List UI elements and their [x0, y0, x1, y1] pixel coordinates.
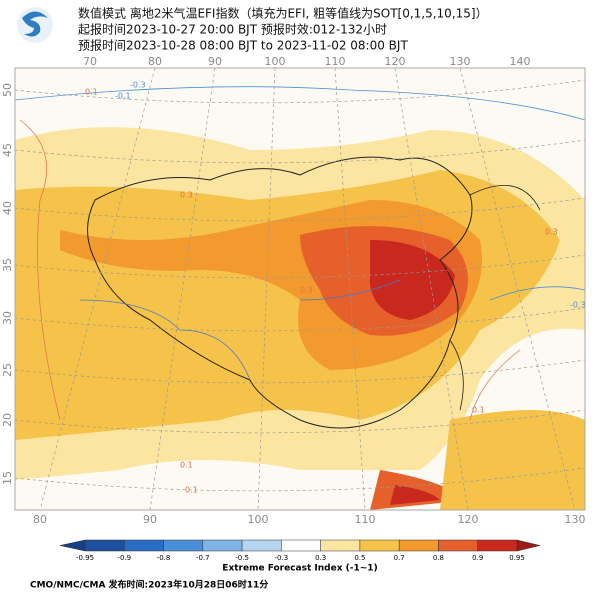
meridian: [257, 68, 276, 510]
lat-label: 30: [1, 311, 14, 325]
colorbar-label: -0.8: [157, 554, 171, 562]
lon-label: 90: [208, 55, 222, 68]
lon-label: 70: [83, 55, 97, 68]
header-line: 数值模式 离地2米气温EFI指数（填充为EFI, 粗等值线为SOT[0,1,5,…: [78, 6, 488, 21]
lon-label: 130: [565, 513, 586, 526]
lat-label: 25: [1, 363, 14, 377]
contour-label: -0.1: [115, 92, 131, 101]
colorbar-bin: [281, 539, 321, 552]
lat-label: 50: [1, 83, 14, 97]
meridian: [394, 68, 469, 510]
colorbar-label: -0.9: [117, 554, 131, 562]
colorbar-label: -0.5: [235, 554, 249, 562]
contour-label: 0.1: [472, 406, 485, 415]
meridian: [334, 68, 366, 510]
lat-label: 40: [1, 201, 14, 215]
contour-label: -0.3: [130, 81, 146, 90]
lon-label: 80: [148, 55, 162, 68]
colorbar-bin: [320, 539, 361, 552]
parallel: [15, 197, 585, 222]
lon-label: 110: [355, 513, 376, 526]
colorbar-bin: [163, 539, 204, 552]
colorbar-bin: [398, 539, 439, 552]
parallel: [15, 409, 585, 434]
parallel: [15, 467, 585, 492]
colorbar-label: 0.7: [394, 554, 405, 562]
colorbar-label: 0.95: [509, 554, 525, 562]
footer: CMO/NMC/CMA 发布时间:2023年10月28日06时11分: [30, 579, 268, 591]
colorbar-arrow: [59, 539, 86, 552]
colorbar-label: -0.95: [76, 554, 94, 562]
colorbar-bin: [124, 539, 164, 552]
lon-label: 110: [325, 55, 346, 68]
header-line: 预报时间2023-10-28 08:00 BJT to 2023-11-02 0…: [78, 38, 408, 53]
contour-label: 0.1: [185, 486, 198, 495]
colorbar-label: 0.3: [315, 554, 326, 562]
parallel: [15, 359, 585, 384]
meridian: [149, 68, 216, 510]
lat-label: 35: [1, 258, 14, 272]
meridian: [459, 68, 576, 510]
contour-label: 0.3: [545, 228, 558, 237]
colorbar-bin: [84, 539, 125, 552]
colorbar-title: Extreme Forecast Index (-1~1): [222, 564, 377, 574]
lon-label: 90: [143, 513, 157, 526]
colorbar-bin: [359, 539, 400, 552]
colorbar-label: 0.5: [354, 554, 365, 562]
colorbar-bin: [477, 539, 518, 552]
contour-label: -0.3: [570, 301, 586, 310]
colorbar-arrow: [516, 539, 541, 552]
meridian: [39, 68, 156, 510]
map-area: 0.1 -0.1 -0.3 0.3 0.3 0.3 -0.3 0.1 0.1 0.1: [15, 68, 586, 510]
contour-label: 0.3: [300, 286, 313, 295]
lon-label: 100: [248, 513, 269, 526]
lon-label: 120: [385, 55, 406, 68]
contour-label: 0.1: [85, 88, 98, 97]
header-line: 起报时间2023-10-27 20:00 BJT 预报时效:012-132小时: [78, 22, 387, 37]
colorbar-label: 0.9: [472, 554, 483, 562]
parallel: [15, 79, 585, 104]
lat-label: 15: [1, 471, 14, 485]
lat-label: 20: [1, 413, 14, 427]
contour-label: 0.1: [180, 461, 193, 470]
colorbar-bin: [241, 539, 282, 552]
map-frame: [14, 67, 586, 511]
colorbar-label: 0.8: [433, 554, 444, 562]
colorbar-label: -0.7: [196, 554, 210, 562]
logo: [17, 7, 53, 43]
parallel: [15, 254, 585, 279]
colorbar-label: -0.3: [275, 554, 289, 562]
parallel: [15, 139, 585, 164]
lon-label: 100: [265, 55, 286, 68]
lon-label: 80: [33, 513, 47, 526]
lon-label: 130: [450, 55, 471, 68]
colorbar-bin: [202, 539, 243, 552]
colorbar-bin: [438, 539, 478, 552]
contour-label: 0.3: [180, 191, 193, 200]
parallel: [15, 307, 585, 332]
lon-label: 140: [510, 55, 531, 68]
lat-label: 45: [1, 143, 14, 157]
lon-label: 120: [458, 513, 479, 526]
